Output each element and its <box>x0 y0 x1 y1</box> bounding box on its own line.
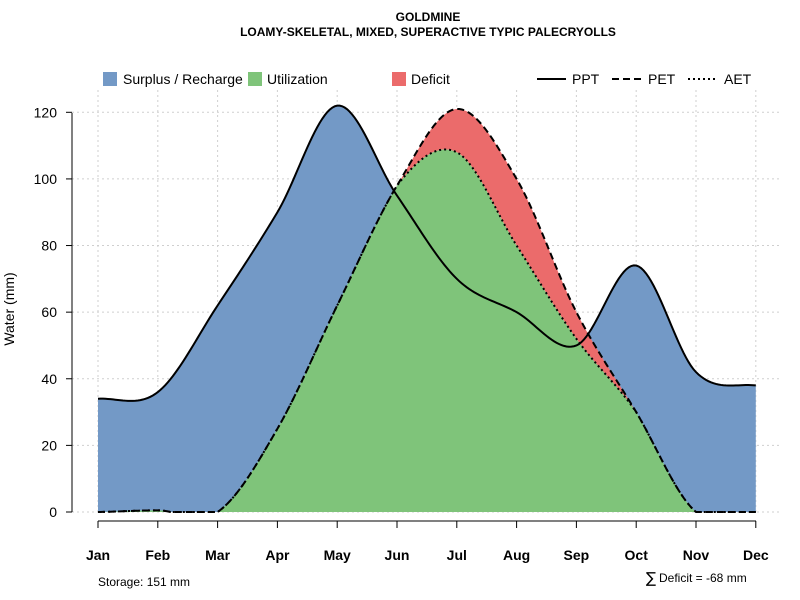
legend: Surplus / Recharge Utilization Deficit P… <box>103 71 752 87</box>
legend-label-ppt: PPT <box>572 71 600 87</box>
y-tick-label: 20 <box>41 437 57 453</box>
y-tick-label: 40 <box>41 371 57 387</box>
legend-swatch-utilization <box>248 72 262 86</box>
x-tick-label: Dec <box>743 547 769 563</box>
legend-swatch-deficit <box>392 72 406 86</box>
legend-label-aet: AET <box>724 71 752 87</box>
storage-note: Storage: 151 mm <box>98 575 190 589</box>
chart-title: GOLDMINE <box>396 10 461 24</box>
legend-label-surplus: Surplus / Recharge <box>123 71 243 87</box>
x-tick-label: Jan <box>86 547 110 563</box>
y-tick-label: 60 <box>41 304 57 320</box>
legend-label-deficit: Deficit <box>411 71 450 87</box>
x-tick-label: Nov <box>683 547 710 563</box>
chart-subtitle: LOAMY-SKELETAL, MIXED, SUPERACTIVE TYPIC… <box>240 25 616 39</box>
x-ticks: Jan Feb Mar Apr May Jun Jul Aug Sep Oct Nov Dec <box>86 521 769 563</box>
y-tick-label: 0 <box>49 504 57 520</box>
legend-label-pet: PET <box>648 71 676 87</box>
x-tick-label: Feb <box>145 547 170 563</box>
x-tick-label: Jul <box>447 547 467 563</box>
x-tick-label: Apr <box>265 547 290 563</box>
x-tick-label: Sep <box>564 547 590 563</box>
y-ticks: 0 20 40 60 80 100 120 <box>34 104 72 520</box>
sum-symbol: ∑ <box>646 569 656 587</box>
y-axis-label: Water (mm) <box>1 272 17 345</box>
x-tick-label: Jun <box>385 547 410 563</box>
x-tick-label: Aug <box>503 547 530 563</box>
line-ppt <box>97 104 756 402</box>
y-tick-label: 100 <box>34 171 58 187</box>
x-tick-label: May <box>324 547 351 563</box>
y-tick-label: 120 <box>34 104 58 120</box>
x-tick-label: Mar <box>205 547 230 563</box>
deficit-note: Deficit = -68 mm <box>659 571 747 585</box>
line-pet <box>97 107 756 513</box>
legend-label-utilization: Utilization <box>267 71 328 87</box>
x-tick-label: Oct <box>625 547 649 563</box>
area-utilization <box>98 149 756 512</box>
y-tick-label: 80 <box>41 238 57 254</box>
legend-swatch-surplus <box>103 72 117 86</box>
